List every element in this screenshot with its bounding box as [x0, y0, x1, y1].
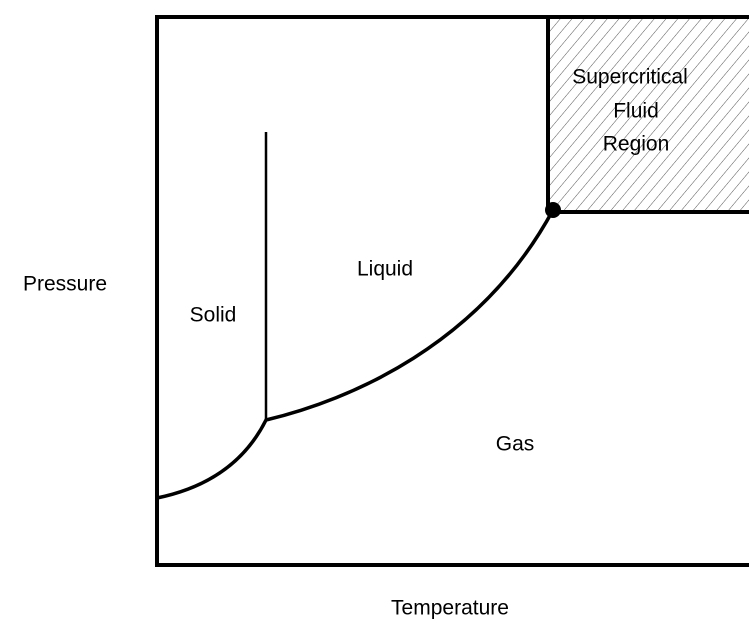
region-label: Liquid — [357, 258, 413, 281]
region-label: Supercritical — [572, 66, 688, 89]
supercritical-hatch — [550, 19, 749, 210]
phase-curve — [156, 209, 555, 500]
region-label: Gas — [496, 433, 535, 456]
region-label: Region — [603, 133, 670, 156]
y-axis-label: Pressure — [23, 273, 107, 296]
x-axis-label: Temperature — [391, 597, 509, 620]
region-label: Fluid — [613, 100, 659, 123]
critical-point — [545, 202, 561, 218]
frame — [155, 15, 749, 567]
region-label: Solid — [190, 304, 237, 327]
